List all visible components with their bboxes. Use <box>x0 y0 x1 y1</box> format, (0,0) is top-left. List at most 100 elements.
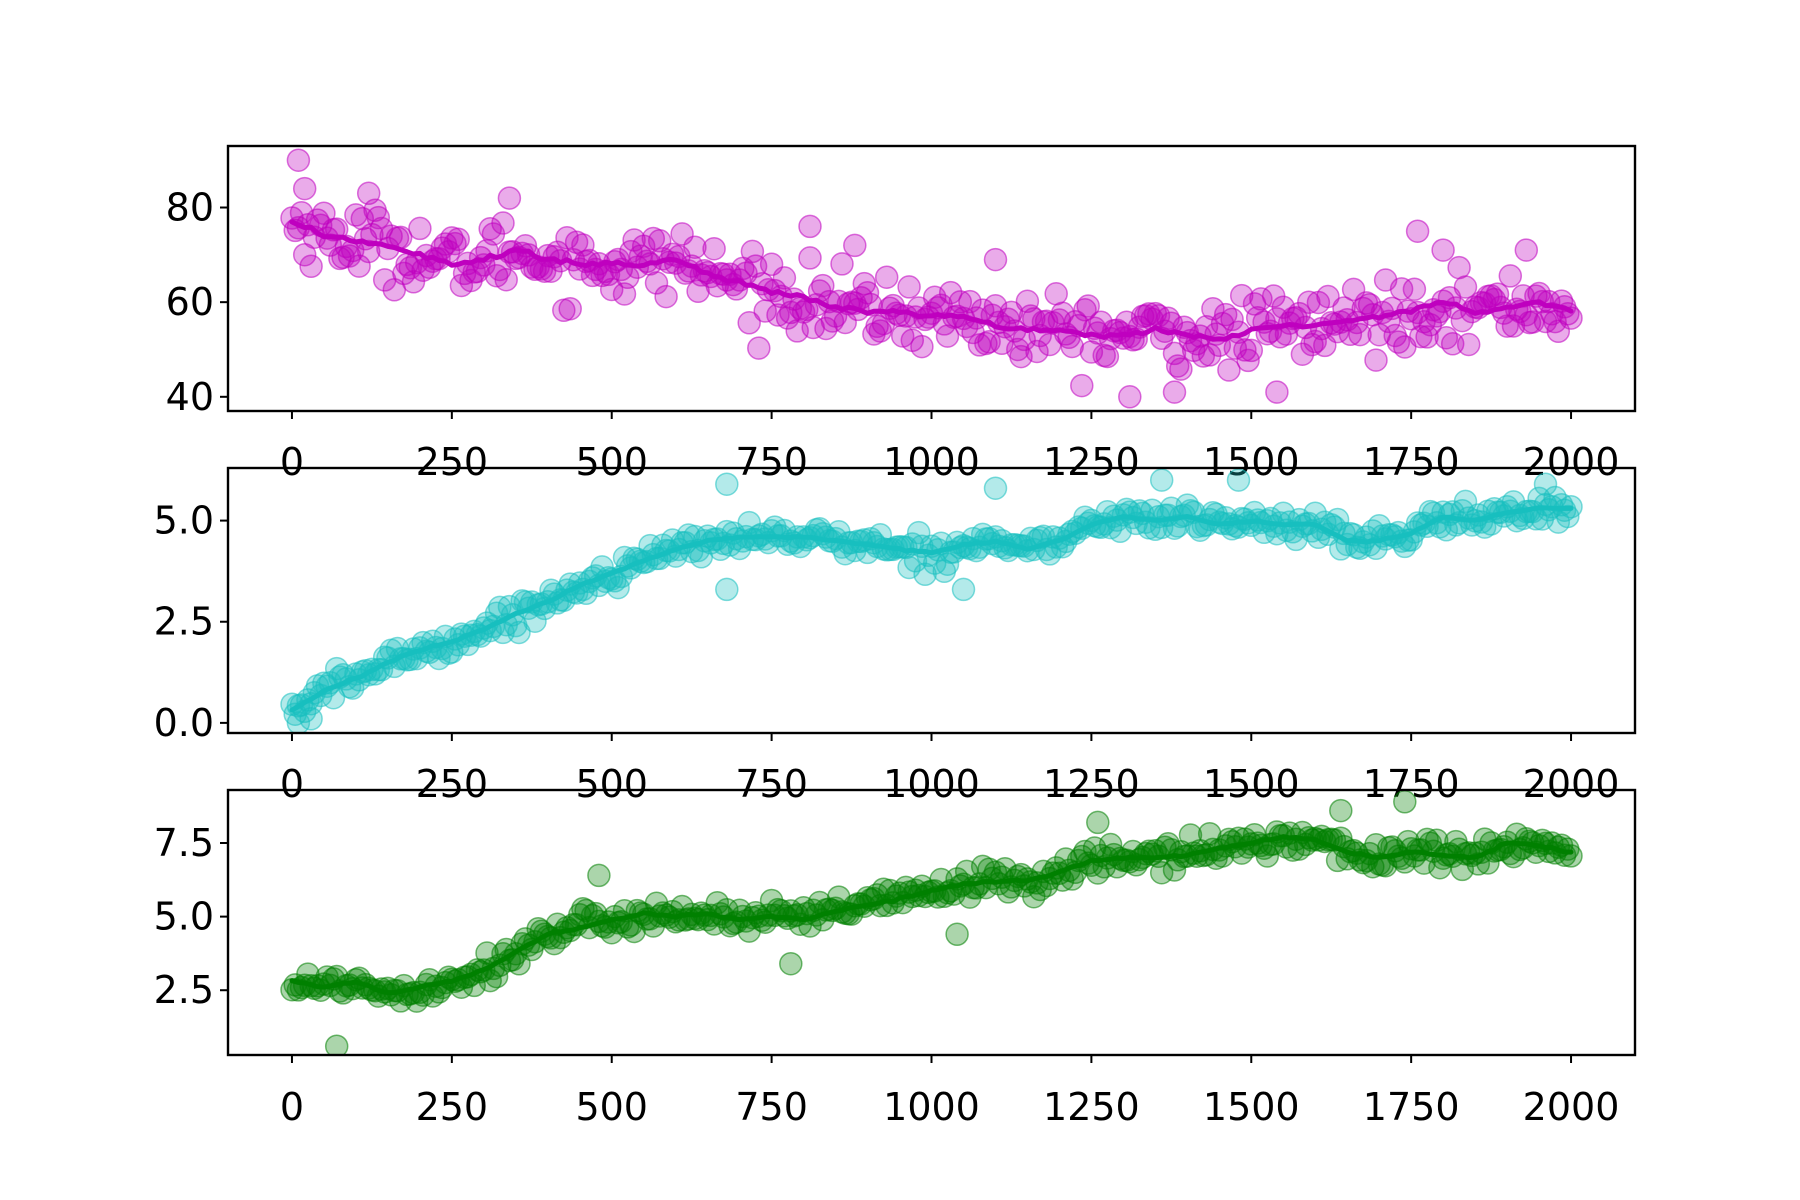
scatter-point <box>558 296 582 321</box>
x-tick-label: 1750 <box>1363 762 1460 806</box>
scatter-point <box>715 472 739 496</box>
x-tick-label: 500 <box>575 1085 648 1129</box>
scatter-point <box>356 181 381 206</box>
x-tick-label: 2000 <box>1523 1085 1620 1129</box>
scatter-point <box>1239 338 1264 363</box>
x-tick-label: 750 <box>735 762 808 806</box>
scatter-point <box>1095 344 1120 369</box>
scatter-point <box>1402 277 1427 301</box>
x-tick-label: 500 <box>575 440 648 484</box>
x-tick-label: 0 <box>280 440 304 484</box>
x-tick-label: 1250 <box>1043 1085 1140 1129</box>
x-tick-label: 1750 <box>1363 1085 1460 1129</box>
scatter-point <box>497 186 522 210</box>
x-tick-label: 1250 <box>1043 440 1140 484</box>
y-tick-label: 2.5 <box>154 600 214 644</box>
scatter-point <box>324 1034 349 1055</box>
scatter-point <box>1501 844 1526 869</box>
scatter-point <box>1559 844 1583 868</box>
scatter-point <box>1118 385 1142 409</box>
trend-line <box>289 219 1574 342</box>
scatter-point <box>1364 348 1388 372</box>
x-tick-label: 1500 <box>1203 1085 1300 1129</box>
x-tick-label: 250 <box>416 440 489 484</box>
scatter-point <box>740 239 765 264</box>
data-points <box>280 468 1583 733</box>
scatter-point <box>1456 332 1481 357</box>
x-tick-label: 1250 <box>1043 762 1140 806</box>
x-tick-label: 250 <box>416 762 489 806</box>
scatter-point <box>1073 298 1097 322</box>
scatter-point <box>945 922 969 947</box>
scatter-point <box>1348 322 1372 347</box>
scatter-point <box>1070 373 1094 398</box>
x-tick-label: 500 <box>575 762 648 806</box>
y-tick-label: 5.0 <box>154 895 214 939</box>
scatter-point <box>874 265 899 289</box>
y-tick-label: 40 <box>166 375 214 419</box>
x-tick-label: 1000 <box>883 440 980 484</box>
scatter-point <box>1297 290 1321 314</box>
trend-line <box>289 505 1574 713</box>
scatter-point <box>1229 283 1254 308</box>
x-tick-label: 1500 <box>1203 762 1300 806</box>
scatter-point <box>1329 798 1353 823</box>
x-tick-label: 1000 <box>883 1085 980 1129</box>
scatter-point <box>1086 810 1110 835</box>
scatter-point <box>491 211 515 235</box>
x-tick-label: 1000 <box>883 762 980 806</box>
scatter-point <box>1169 357 1193 381</box>
scatter-point <box>715 577 739 602</box>
scatter-point <box>1431 238 1455 262</box>
scatter-point <box>747 336 771 360</box>
x-tick-label: 750 <box>735 440 808 484</box>
scatter-point <box>1149 468 1174 492</box>
scatter-point <box>644 271 669 295</box>
subplot-bottom-green: 2.5 5.0 7.5 0 250 500 750 1000 1250 1500 1750 2000 <box>154 788 1637 1129</box>
scatter-point <box>1015 289 1040 314</box>
x-tick-label: 1500 <box>1203 440 1300 484</box>
scatter-point <box>938 280 963 305</box>
scatter-point <box>1316 284 1340 309</box>
scatter-point <box>1165 354 1190 378</box>
data-points <box>280 790 1583 1055</box>
y-tick-label: 80 <box>166 186 214 230</box>
scatter-point <box>599 277 624 302</box>
scatter-point <box>488 595 512 620</box>
scatter-point <box>1060 334 1084 359</box>
scatter-point <box>494 267 518 292</box>
scatter-point <box>1076 294 1100 318</box>
scatter-point <box>1514 238 1539 262</box>
x-tick-label: 1750 <box>1363 440 1460 484</box>
scatter-point <box>814 316 838 341</box>
scatter-point <box>779 951 803 976</box>
scatter-point <box>1217 358 1241 382</box>
scatter-point <box>830 252 854 276</box>
scatter-point <box>852 271 877 296</box>
scatter-point <box>983 476 1008 500</box>
scatter-point <box>507 620 531 645</box>
scatter-point <box>843 233 867 258</box>
data-points <box>280 148 1583 409</box>
y-tick-label: 7.5 <box>154 821 214 865</box>
scatter-point <box>1409 324 1433 349</box>
x-tick-label: 2000 <box>1523 762 1620 806</box>
y-tick-label: 5.0 <box>154 499 214 543</box>
scatter-point <box>1498 264 1523 288</box>
scatter-point <box>977 330 1001 354</box>
x-tick-label: 750 <box>735 1085 808 1129</box>
scatter-point <box>983 247 1008 272</box>
scatter-point <box>702 236 726 261</box>
y-tick-label: 60 <box>166 280 214 324</box>
scatter-point <box>654 284 678 309</box>
scatter-point <box>1226 468 1251 492</box>
scatter-point <box>1265 380 1289 404</box>
subplot-middle-cyan: 0.0 2.5 5.0 0 250 500 750 1000 1250 1500 1750 2000 <box>154 466 1637 806</box>
scatter-point <box>737 311 761 335</box>
scatter-point <box>798 214 822 239</box>
scatter-point <box>897 275 921 299</box>
scatter-point <box>1533 309 1558 334</box>
scatter-point <box>935 324 960 348</box>
scatter-point <box>1393 790 1417 814</box>
